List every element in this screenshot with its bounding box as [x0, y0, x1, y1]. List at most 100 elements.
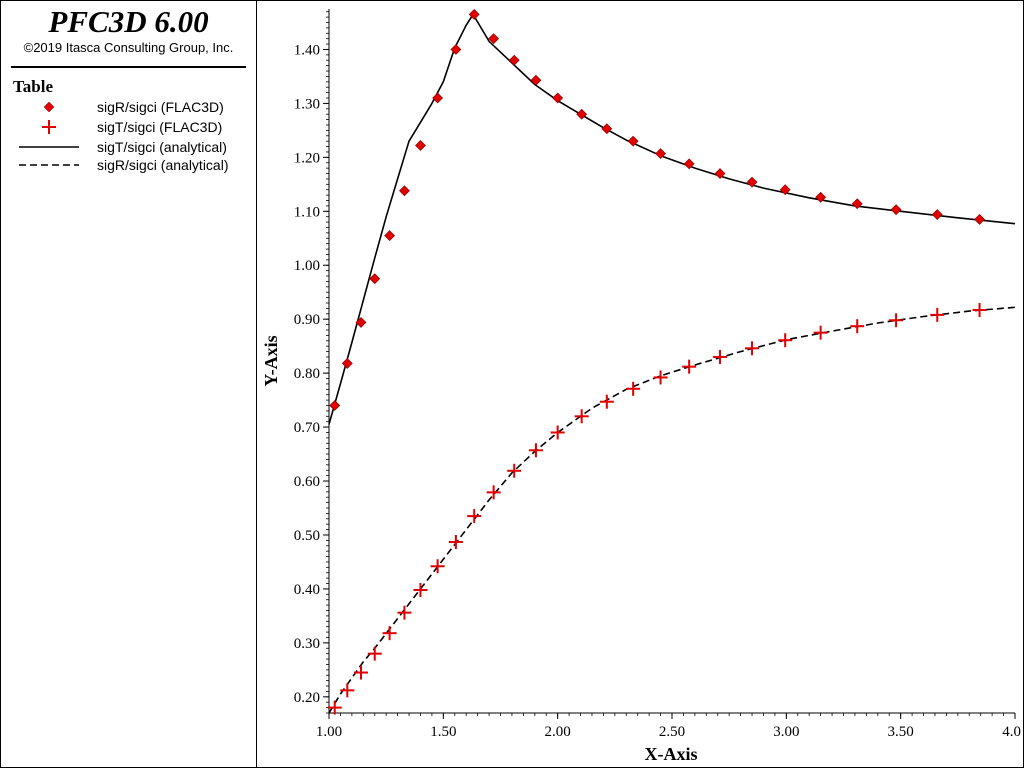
- sigr-flac3d-point: [369, 273, 381, 285]
- sigr-flac3d-point: [415, 140, 426, 151]
- legend-title: Table: [13, 77, 54, 96]
- sigt-flac3d-point: [448, 534, 463, 549]
- sigr-flac3d-point: [450, 44, 462, 55]
- y-tick-label: 1.10: [294, 204, 320, 220]
- sigt-flac3d-point: [599, 394, 614, 409]
- sigr-flac3d-point: [329, 400, 341, 411]
- dashed-line-icon: [19, 164, 79, 166]
- x-tick-label: 1.00: [316, 724, 342, 740]
- sigr-flac3d-point: [576, 108, 588, 120]
- legend-label: sigR/sigci (analytical): [97, 157, 229, 173]
- sigr-flac3d-point: [488, 33, 500, 45]
- x-tick-label: 2.50: [659, 724, 685, 740]
- sigt-flac3d-point: [413, 583, 428, 598]
- sigt-flac3d-point: [327, 700, 342, 715]
- sigr-flac3d-point: [468, 8, 480, 20]
- legend-panel: PFC3D 6.00 ©2019 Itasca Consulting Group…: [1, 1, 257, 767]
- y-tick-label: 0.20: [294, 690, 320, 706]
- sigr-flac3d-point: [683, 158, 695, 170]
- sigr-flac3d-point: [974, 213, 985, 225]
- sigt-flac3d-point: [550, 425, 565, 440]
- sigt-flac3d-point: [745, 341, 760, 356]
- sigt-flac3d-point: [626, 381, 641, 396]
- axes-layer: 0.20 0.30 0.40 0.50 0.60 0.70 0.80 0.90 1.00 1.10…: [294, 9, 1021, 740]
- y-tick-label: 0.70: [294, 420, 320, 436]
- sigt-flac3d-point: [574, 409, 589, 424]
- sigr-analytical-line: [328, 306, 1016, 714]
- y-tick-label: 0.30: [294, 636, 320, 652]
- sigr-flac3d-point: [779, 184, 791, 196]
- y-axis-title: Y-Axis: [261, 335, 281, 386]
- y-tick-label: 1.20: [294, 150, 320, 166]
- legend-item-sigt-flac3d[interactable]: sigT/sigci (FLAC3D): [19, 118, 254, 136]
- legend-label: sigT/sigci (FLAC3D): [97, 119, 223, 135]
- sigt-flac3d-point: [382, 626, 397, 641]
- copyright-text: ©2019 Itasca Consulting Group, Inc.: [23, 40, 234, 55]
- sigt-flac3d-point: [528, 443, 543, 458]
- y-tick-label: 1.40: [294, 42, 320, 58]
- red-plus-marker-icon: [42, 120, 56, 134]
- x-tick-label: 3.00: [773, 724, 799, 740]
- legend-item-sigr-flac3d[interactable]: sigR/sigci (FLAC3D): [19, 98, 254, 116]
- sigr-flac3d-point: [746, 176, 758, 188]
- y-tick-label: 0.60: [294, 474, 320, 490]
- sigt-flac3d-point: [850, 319, 865, 334]
- sigt-flac3d-point: [397, 605, 412, 620]
- y-tick-label: 1.30: [294, 96, 320, 112]
- legend-label: sigR/sigci (FLAC3D): [97, 99, 224, 115]
- lines-layer: [328, 13, 1016, 714]
- sigr-flac3d-point: [890, 204, 902, 216]
- sigt-flac3d-point: [778, 333, 793, 348]
- sigr-flac3d-point: [851, 198, 863, 210]
- sigt-flac3d-point: [340, 683, 355, 698]
- sigr-flac3d-point: [530, 74, 542, 86]
- legend-item-sigr-analytical[interactable]: sigR/sigci (analytical): [19, 156, 254, 174]
- y-tick-label: 0.90: [294, 312, 320, 328]
- sigr-flac3d-point: [399, 185, 410, 197]
- sigr-flac3d-point: [655, 148, 666, 160]
- x-tick-label: 2.00: [545, 724, 571, 740]
- chart-area: 0.20 0.30 0.40 0.50 0.60 0.70 0.80 0.90 1.00 1.10…: [257, 1, 1023, 767]
- sigr-flac3d-point: [508, 54, 520, 66]
- red-diamond-marker-icon: [43, 101, 55, 113]
- y-tick-label: 0.80: [294, 366, 320, 382]
- sigt-flac3d-point: [367, 646, 382, 661]
- sigr-flac3d-point: [931, 209, 943, 220]
- sigr-flac3d-point: [815, 191, 827, 203]
- sigt-flac3d-point: [430, 559, 445, 574]
- sigt-flac3d-point: [813, 325, 828, 340]
- app-title: PFC3D 6.00: [48, 4, 209, 39]
- xy-plot: 0.20 0.30 0.40 0.50 0.60 0.70 0.80 0.90 1.00 1.10…: [261, 8, 1021, 764]
- y-tick-label: 0.40: [294, 582, 320, 598]
- legend-label: sigT/sigci (analytical): [97, 139, 227, 155]
- legend-item-sigt-analytical[interactable]: sigT/sigci (analytical): [19, 138, 254, 156]
- x-tick-label: 1.50: [430, 724, 456, 740]
- sigt-flac3d-point: [972, 303, 987, 318]
- y-tick-label: 1.00: [294, 258, 320, 274]
- markers-layer: [327, 8, 987, 715]
- sigr-flac3d-point: [601, 123, 613, 135]
- sigt-flac3d-point: [682, 359, 697, 374]
- sigt-flac3d-point: [467, 509, 482, 524]
- sigt-flac3d-point: [713, 349, 728, 364]
- x-tick-label: 3.50: [888, 724, 914, 740]
- sigt-flac3d-point: [354, 665, 369, 680]
- sigt-flac3d-point: [653, 370, 668, 385]
- sigr-flac3d-point: [714, 168, 726, 179]
- sigr-flac3d-point: [552, 92, 564, 104]
- x-axis-title: X-Axis: [645, 744, 698, 764]
- sigt-flac3d-point: [930, 307, 945, 322]
- solid-line-icon: [19, 146, 79, 148]
- y-tick-label: 0.50: [294, 528, 320, 544]
- sigt-analytical-line: [328, 13, 1016, 425]
- sigr-flac3d-point: [355, 317, 367, 328]
- sigt-flac3d-point: [507, 463, 522, 478]
- sigr-flac3d-point: [432, 92, 444, 104]
- sigr-flac3d-point: [627, 135, 639, 147]
- legend-divider: [11, 66, 246, 68]
- sigr-flac3d-point: [341, 358, 353, 369]
- sigt-flac3d-point: [889, 313, 904, 328]
- sigt-flac3d-point: [486, 485, 501, 500]
- sigr-flac3d-point: [384, 230, 396, 241]
